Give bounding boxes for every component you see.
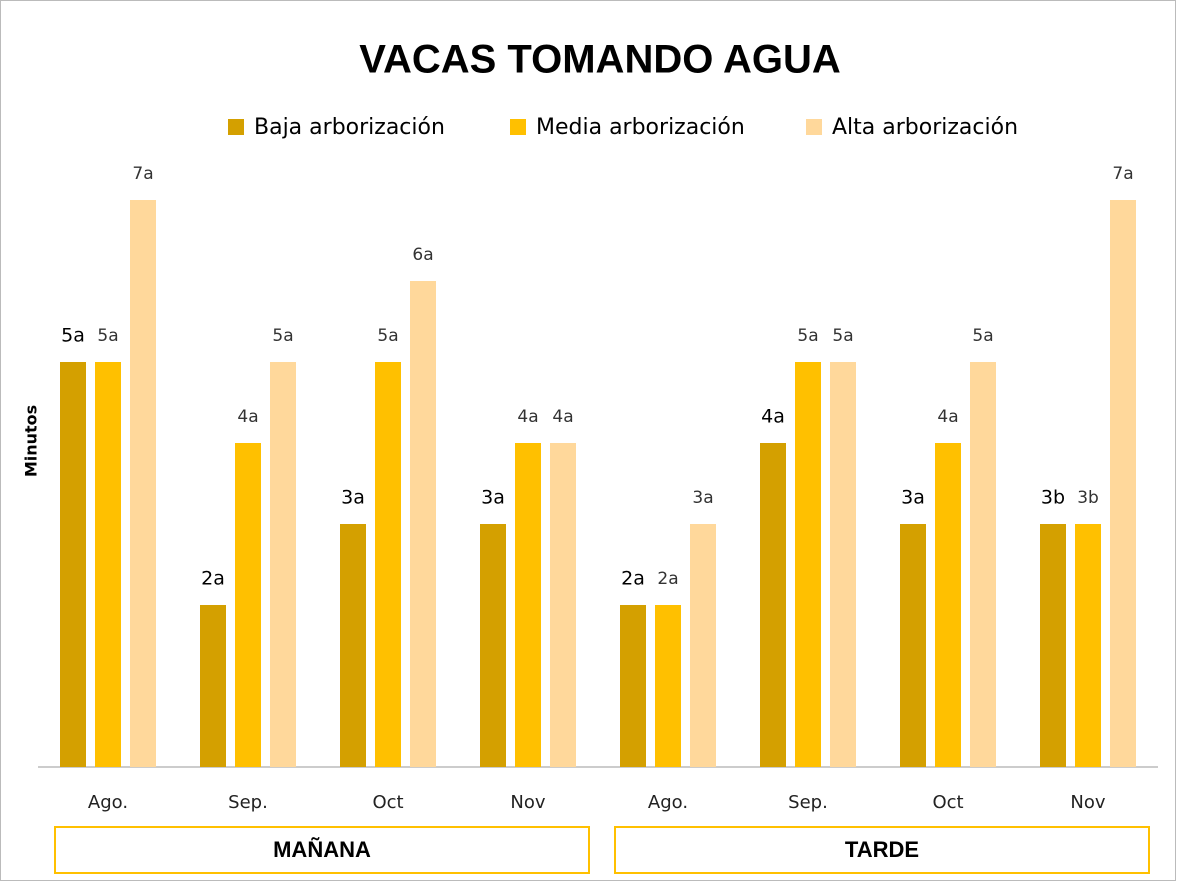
x-tick-label: Oct: [372, 792, 403, 813]
x-tick-label: Ago.: [88, 792, 128, 813]
group-label: MAÑANA: [273, 837, 371, 862]
data-label: 5a: [97, 326, 118, 346]
data-label: 4a: [937, 407, 958, 427]
legend-label: Alta arborización: [832, 115, 1018, 140]
x-tick-label: Sep.: [788, 792, 828, 813]
legend-label: Media arborización: [536, 115, 745, 140]
x-tick-label: Nov: [1070, 792, 1105, 813]
bar: [760, 443, 786, 767]
data-label: 2a: [657, 569, 678, 589]
data-label: 3b: [1077, 488, 1099, 508]
bar: [690, 524, 716, 767]
bar: [1040, 524, 1066, 767]
data-label: 2a: [201, 568, 225, 590]
bar: [655, 605, 681, 767]
group-box: [614, 826, 1150, 874]
bar: [270, 362, 296, 767]
x-tick-label: Ago.: [648, 792, 688, 813]
data-label: 4a: [761, 406, 785, 428]
y-axis-label: Minutos: [22, 405, 41, 477]
legend-label: Baja arborización: [254, 115, 445, 140]
bar: [235, 443, 261, 767]
data-label: 5a: [61, 325, 85, 347]
x-tick-label: Nov: [510, 792, 545, 813]
data-label: 3b: [1041, 487, 1065, 509]
bar: [480, 524, 506, 767]
bar: [935, 443, 961, 767]
group-label: TARDE: [845, 837, 919, 862]
bar: [550, 443, 576, 767]
bar: [60, 362, 86, 767]
data-label: 7a: [1112, 164, 1133, 184]
bar: [95, 362, 121, 767]
bar: [340, 524, 366, 767]
data-label: 4a: [552, 407, 573, 427]
data-label: 3a: [692, 488, 713, 508]
bar: [375, 362, 401, 767]
bar: [830, 362, 856, 767]
bar: [970, 362, 996, 767]
bar: [130, 200, 156, 767]
chart-title: VACAS TOMANDO AGUA: [359, 38, 840, 82]
group-box: [54, 826, 590, 874]
legend-swatch: [228, 119, 244, 135]
data-label: 4a: [517, 407, 538, 427]
data-label: 4a: [237, 407, 258, 427]
bar: [410, 281, 436, 767]
x-tick-label: Sep.: [228, 792, 268, 813]
legend-swatch: [806, 119, 822, 135]
data-label: 3a: [481, 487, 505, 509]
data-label: 2a: [621, 568, 645, 590]
bar: [1075, 524, 1101, 767]
bar: [620, 605, 646, 767]
bar: [795, 362, 821, 767]
x-tick-label: Oct: [932, 792, 963, 813]
data-label: 5a: [272, 326, 293, 346]
data-label: 5a: [832, 326, 853, 346]
data-label: 5a: [972, 326, 993, 346]
data-label: 3a: [341, 487, 365, 509]
data-label: 7a: [132, 164, 153, 184]
data-label: 5a: [797, 326, 818, 346]
data-label: 5a: [377, 326, 398, 346]
bar: [900, 524, 926, 767]
bar: [200, 605, 226, 767]
data-label: 6a: [412, 245, 433, 265]
bar: [515, 443, 541, 767]
bar: [1110, 200, 1136, 767]
data-label: 3a: [901, 487, 925, 509]
legend-swatch: [510, 119, 526, 135]
